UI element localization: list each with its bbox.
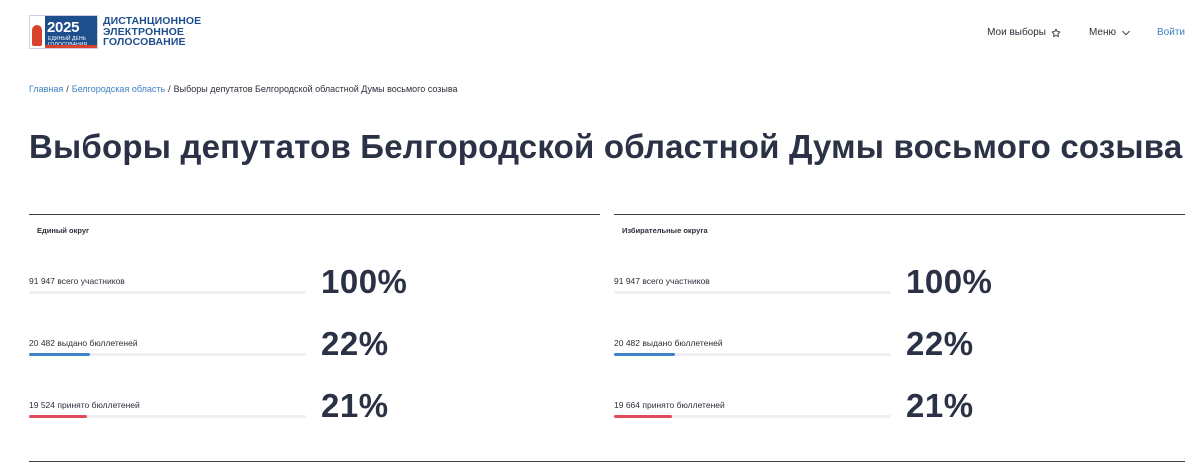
stat-label: 19 524 принято бюллетеней: [29, 400, 140, 410]
logo-badge: 2025 ЕДИНЫЙ ДЕНЬ ГОЛОСОВАНИЯ: [29, 15, 98, 49]
progress-fill: [614, 353, 675, 356]
breadcrumb-separator: /: [66, 84, 69, 94]
stat-percent: 100%: [906, 263, 993, 300]
stat-row-total: 91 947 всего участников 100%: [29, 263, 600, 316]
stat-label: 20 482 выдано бюллетеней: [614, 338, 723, 348]
breadcrumb-current: Выборы депутатов Белгородской областной …: [173, 84, 458, 94]
progress-track: [614, 353, 891, 356]
breadcrumb-region[interactable]: Белгородская область: [71, 84, 166, 94]
my-elections-label: Мои выборы: [987, 27, 1046, 38]
panel-title: Избирательные округа: [622, 226, 708, 235]
breadcrumb-separator: /: [168, 84, 171, 94]
menu-label: Меню: [1088, 27, 1117, 38]
stat-percent: 21%: [321, 387, 389, 424]
logo-line-2: ЭЛЕКТРОННОЕ: [103, 25, 184, 38]
stat-percent: 21%: [906, 387, 974, 424]
stat-percent: 22%: [321, 325, 389, 362]
stat-row-issued: 20 482 выдано бюллетеней 22%: [29, 325, 600, 378]
panel-single-district: Единый округ 91 947 всего участников 100…: [29, 214, 600, 434]
logo-year: 2025: [47, 19, 80, 36]
progress-track: [614, 415, 891, 418]
stat-label: 19 664 принято бюллетеней: [614, 400, 725, 410]
logo-line-1: ДИСТАНЦИОННОЕ: [103, 15, 202, 28]
stat-label: 20 482 выдано бюллетеней: [29, 338, 138, 348]
progress-fill: [614, 415, 673, 418]
top-nav: Мои выборы Меню Войти: [959, 27, 1185, 38]
progress-track: [29, 415, 306, 418]
site-logo[interactable]: 2025 ЕДИНЫЙ ДЕНЬ ГОЛОСОВАНИЯ ДИСТАНЦИОНН…: [29, 15, 201, 49]
login-link[interactable]: Войти: [1157, 27, 1185, 38]
progress-track: [29, 353, 306, 356]
breadcrumb: Главная / Белгородская область / Выборы депу…: [29, 84, 458, 94]
logo-text: ДИСТАНЦИОННОЕ ЭЛЕКТРОННОЕ ГОЛОСОВАНИЕ: [103, 16, 201, 48]
page-title: Выборы депутатов Белгородской областной …: [29, 128, 1183, 165]
progress-track: [29, 291, 306, 294]
stat-row-accepted: 19 664 принято бюллетеней 21%: [614, 387, 1185, 440]
site-header: 2025 ЕДИНЫЙ ДЕНЬ ГОЛОСОВАНИЯ ДИСТАНЦИОНН…: [0, 0, 1200, 66]
menu-button[interactable]: Меню: [1089, 27, 1131, 38]
progress-fill: [29, 415, 88, 418]
logo-line-3: ГОЛОСОВАНИЕ: [103, 36, 186, 49]
stat-row-accepted: 19 524 принято бюллетеней 21%: [29, 387, 600, 440]
chevron-down-icon: [1122, 30, 1130, 35]
star-icon: [1051, 28, 1061, 37]
panel-title: Единый округ: [37, 226, 90, 235]
stat-row-total: 91 947 всего участников 100%: [614, 263, 1185, 316]
stat-percent: 100%: [321, 263, 408, 300]
breadcrumb-home[interactable]: Главная: [29, 84, 64, 94]
stat-label: 91 947 всего участников: [29, 276, 125, 286]
logo-stripe: [45, 45, 97, 48]
stat-label: 91 947 всего участников: [614, 276, 710, 286]
progress-fill: [29, 353, 90, 356]
my-elections-link[interactable]: Мои выборы: [987, 27, 1061, 38]
stat-row-issued: 20 482 выдано бюллетеней 22%: [614, 325, 1185, 378]
panel-electoral-districts: Избирательные округа 91 947 всего участн…: [614, 214, 1185, 434]
progress-track: [614, 291, 891, 294]
section-divider: [29, 461, 1185, 462]
flame-emblem-icon: [30, 16, 45, 48]
stat-percent: 22%: [906, 325, 974, 362]
